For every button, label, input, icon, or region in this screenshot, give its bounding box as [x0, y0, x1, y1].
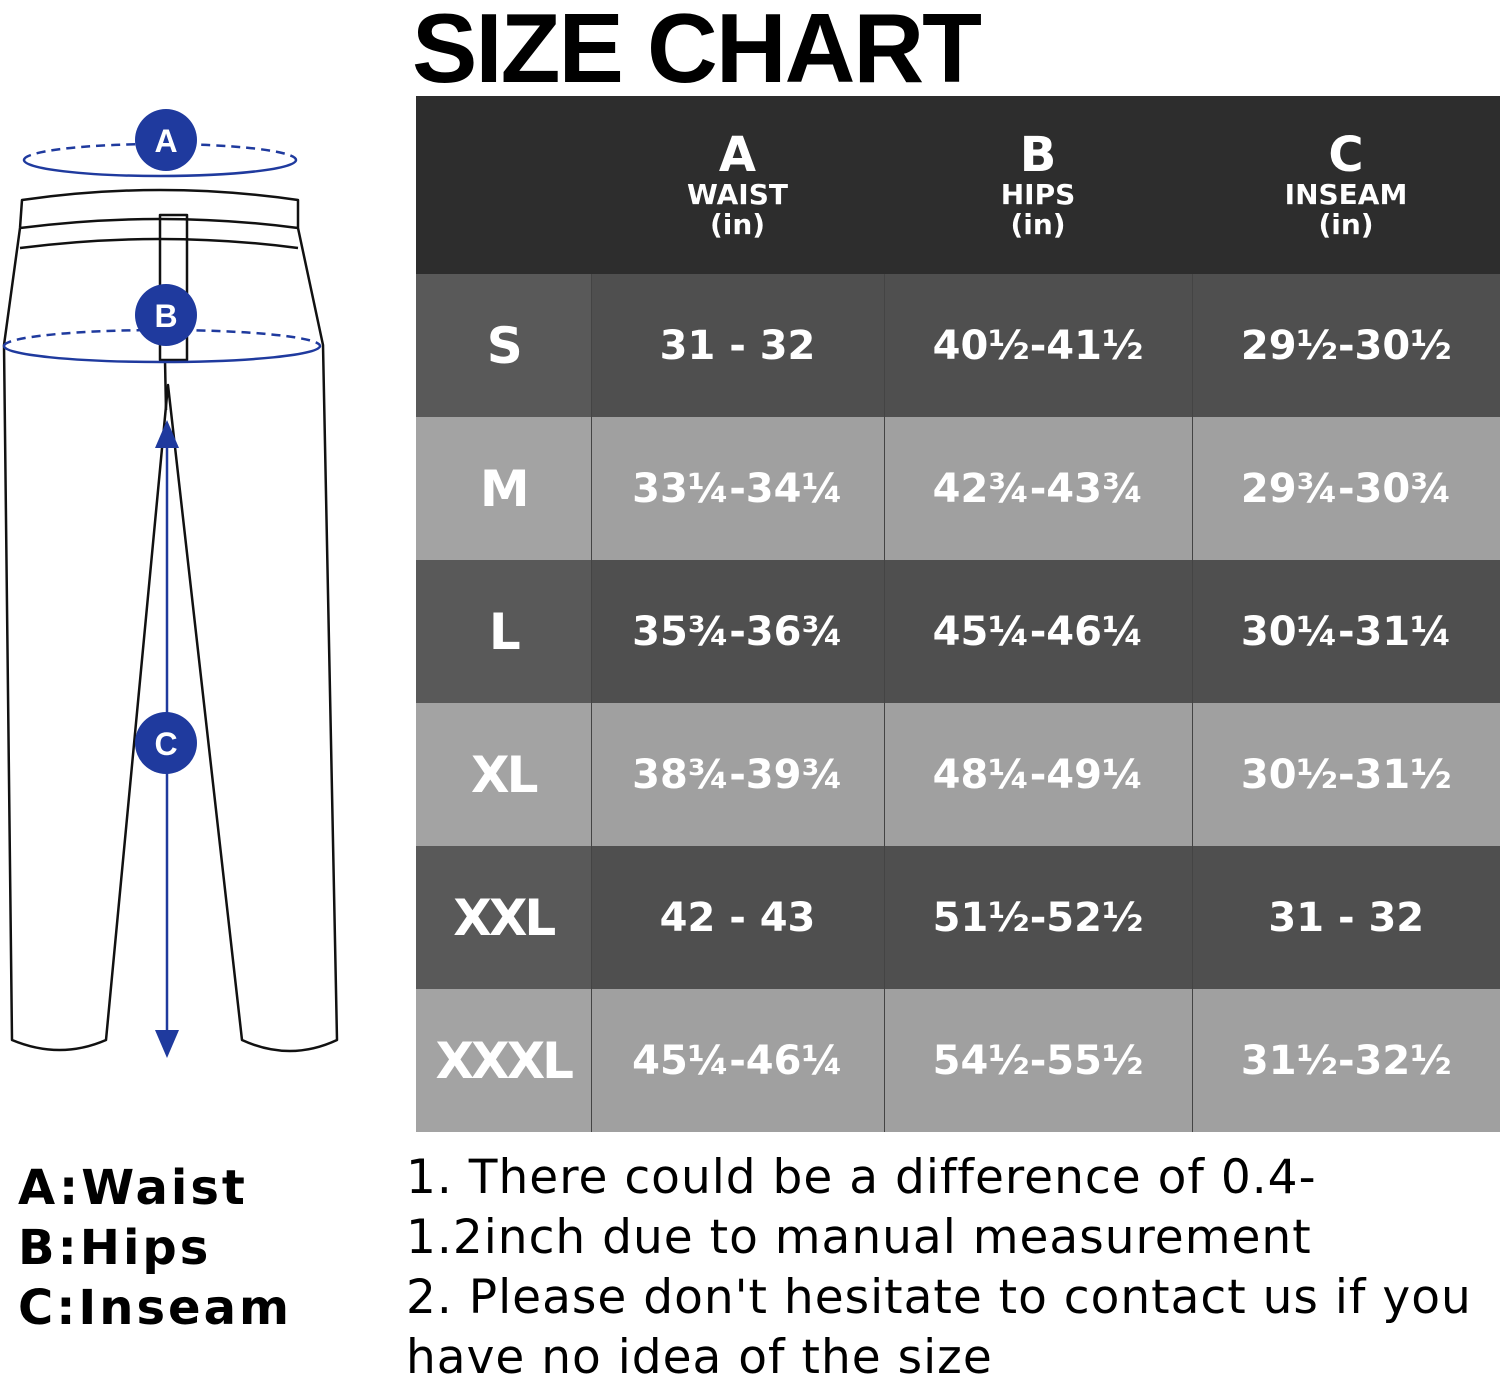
- page-title: SIZE CHART: [412, 0, 982, 103]
- size-table: A WAIST (in) B HIPS (in) C INSEAM (in) S…: [416, 96, 1500, 1132]
- legend-hips: B:Hips: [18, 1220, 212, 1276]
- header-waist-unit: (in): [709, 208, 766, 241]
- table-row: S 31 - 32 40½-41½ 29½-30½: [416, 274, 1500, 417]
- marker-a-label: A: [154, 123, 177, 159]
- notes: 1. There could be a difference of 0.4-1.…: [406, 1148, 1496, 1388]
- table-row: M 33¼-34¼ 42¾-43¾ 29¾-30¾: [416, 417, 1500, 560]
- header-blank: [416, 96, 591, 274]
- pants-diagram: A B C: [2, 109, 339, 1058]
- inseam-value: 31 - 32: [1191, 846, 1500, 989]
- table-row: XXXL 45¼-46¼ 54½-55½ 31½-32½: [416, 989, 1500, 1132]
- hips-value: 45¼-46¼: [883, 560, 1192, 703]
- inseam-value: 30½-31½: [1191, 703, 1500, 846]
- inseam-value: 30¼-31¼: [1191, 560, 1500, 703]
- inseam-value: 31½-32½: [1191, 989, 1500, 1132]
- waist-value: 33¼-34¼: [590, 417, 884, 560]
- size-label: XL: [416, 703, 591, 846]
- note-1: 1. There could be a difference of 0.4-1.…: [406, 1150, 1317, 1265]
- table-header-row: A WAIST (in) B HIPS (in) C INSEAM (in): [416, 96, 1500, 274]
- header-waist: A WAIST (in): [591, 96, 884, 274]
- hips-value: 40½-41½: [883, 274, 1192, 417]
- waist-value: 45¼-46¼: [590, 989, 884, 1132]
- header-hips: B HIPS (in): [884, 96, 1192, 274]
- waist-value: 31 - 32: [590, 274, 884, 417]
- table-row: L 35¾-36¾ 45¼-46¼ 30¼-31¼: [416, 560, 1500, 703]
- hips-value: 51½-52½: [883, 846, 1192, 989]
- header-hips-letter: B: [1019, 127, 1057, 183]
- header-inseam-unit: (in): [1318, 208, 1374, 241]
- size-label: XXXL: [416, 989, 591, 1132]
- size-label: L: [416, 560, 591, 703]
- waist-value: 35¾-36¾: [590, 560, 884, 703]
- table-row: XL 38¾-39¾ 48¼-49¼ 30½-31½: [416, 703, 1500, 846]
- note-2: 2. Please don't hesitate to contact us i…: [406, 1270, 1472, 1385]
- inseam-value: 29½-30½: [1191, 274, 1500, 417]
- hips-value: 54½-55½: [883, 989, 1192, 1132]
- waist-value: 38¾-39¾: [590, 703, 884, 846]
- header-inseam-name: INSEAM: [1284, 178, 1408, 211]
- legend-inseam: C:Inseam: [18, 1280, 292, 1336]
- hips-value: 42¾-43¾: [883, 417, 1192, 560]
- marker-b-label: B: [154, 298, 177, 334]
- header-inseam: C INSEAM (in): [1192, 96, 1500, 274]
- table-row: XXL 42 - 43 51½-52½ 31 - 32: [416, 846, 1500, 989]
- header-hips-unit: (in): [1010, 208, 1066, 241]
- legend-waist: A:Waist: [18, 1160, 248, 1216]
- size-label: M: [416, 417, 591, 560]
- marker-c: C: [135, 712, 197, 774]
- size-label: S: [416, 274, 591, 417]
- hips-measure-line: [2, 328, 322, 364]
- waist-value: 42 - 43: [590, 846, 884, 989]
- hips-value: 48¼-49¼: [883, 703, 1192, 846]
- marker-c-label: C: [154, 726, 177, 762]
- header-inseam-letter: C: [1328, 127, 1364, 183]
- size-label: XXL: [416, 846, 591, 989]
- marker-a: A: [135, 109, 197, 171]
- header-waist-name: WAIST: [687, 178, 788, 211]
- header-waist-letter: A: [718, 127, 757, 183]
- header-hips-name: HIPS: [1000, 178, 1076, 211]
- marker-b: B: [135, 284, 197, 346]
- measurement-legend: A:Waist B:Hips C:Inseam: [18, 1158, 292, 1338]
- inseam-value: 29¾-30¾: [1191, 417, 1500, 560]
